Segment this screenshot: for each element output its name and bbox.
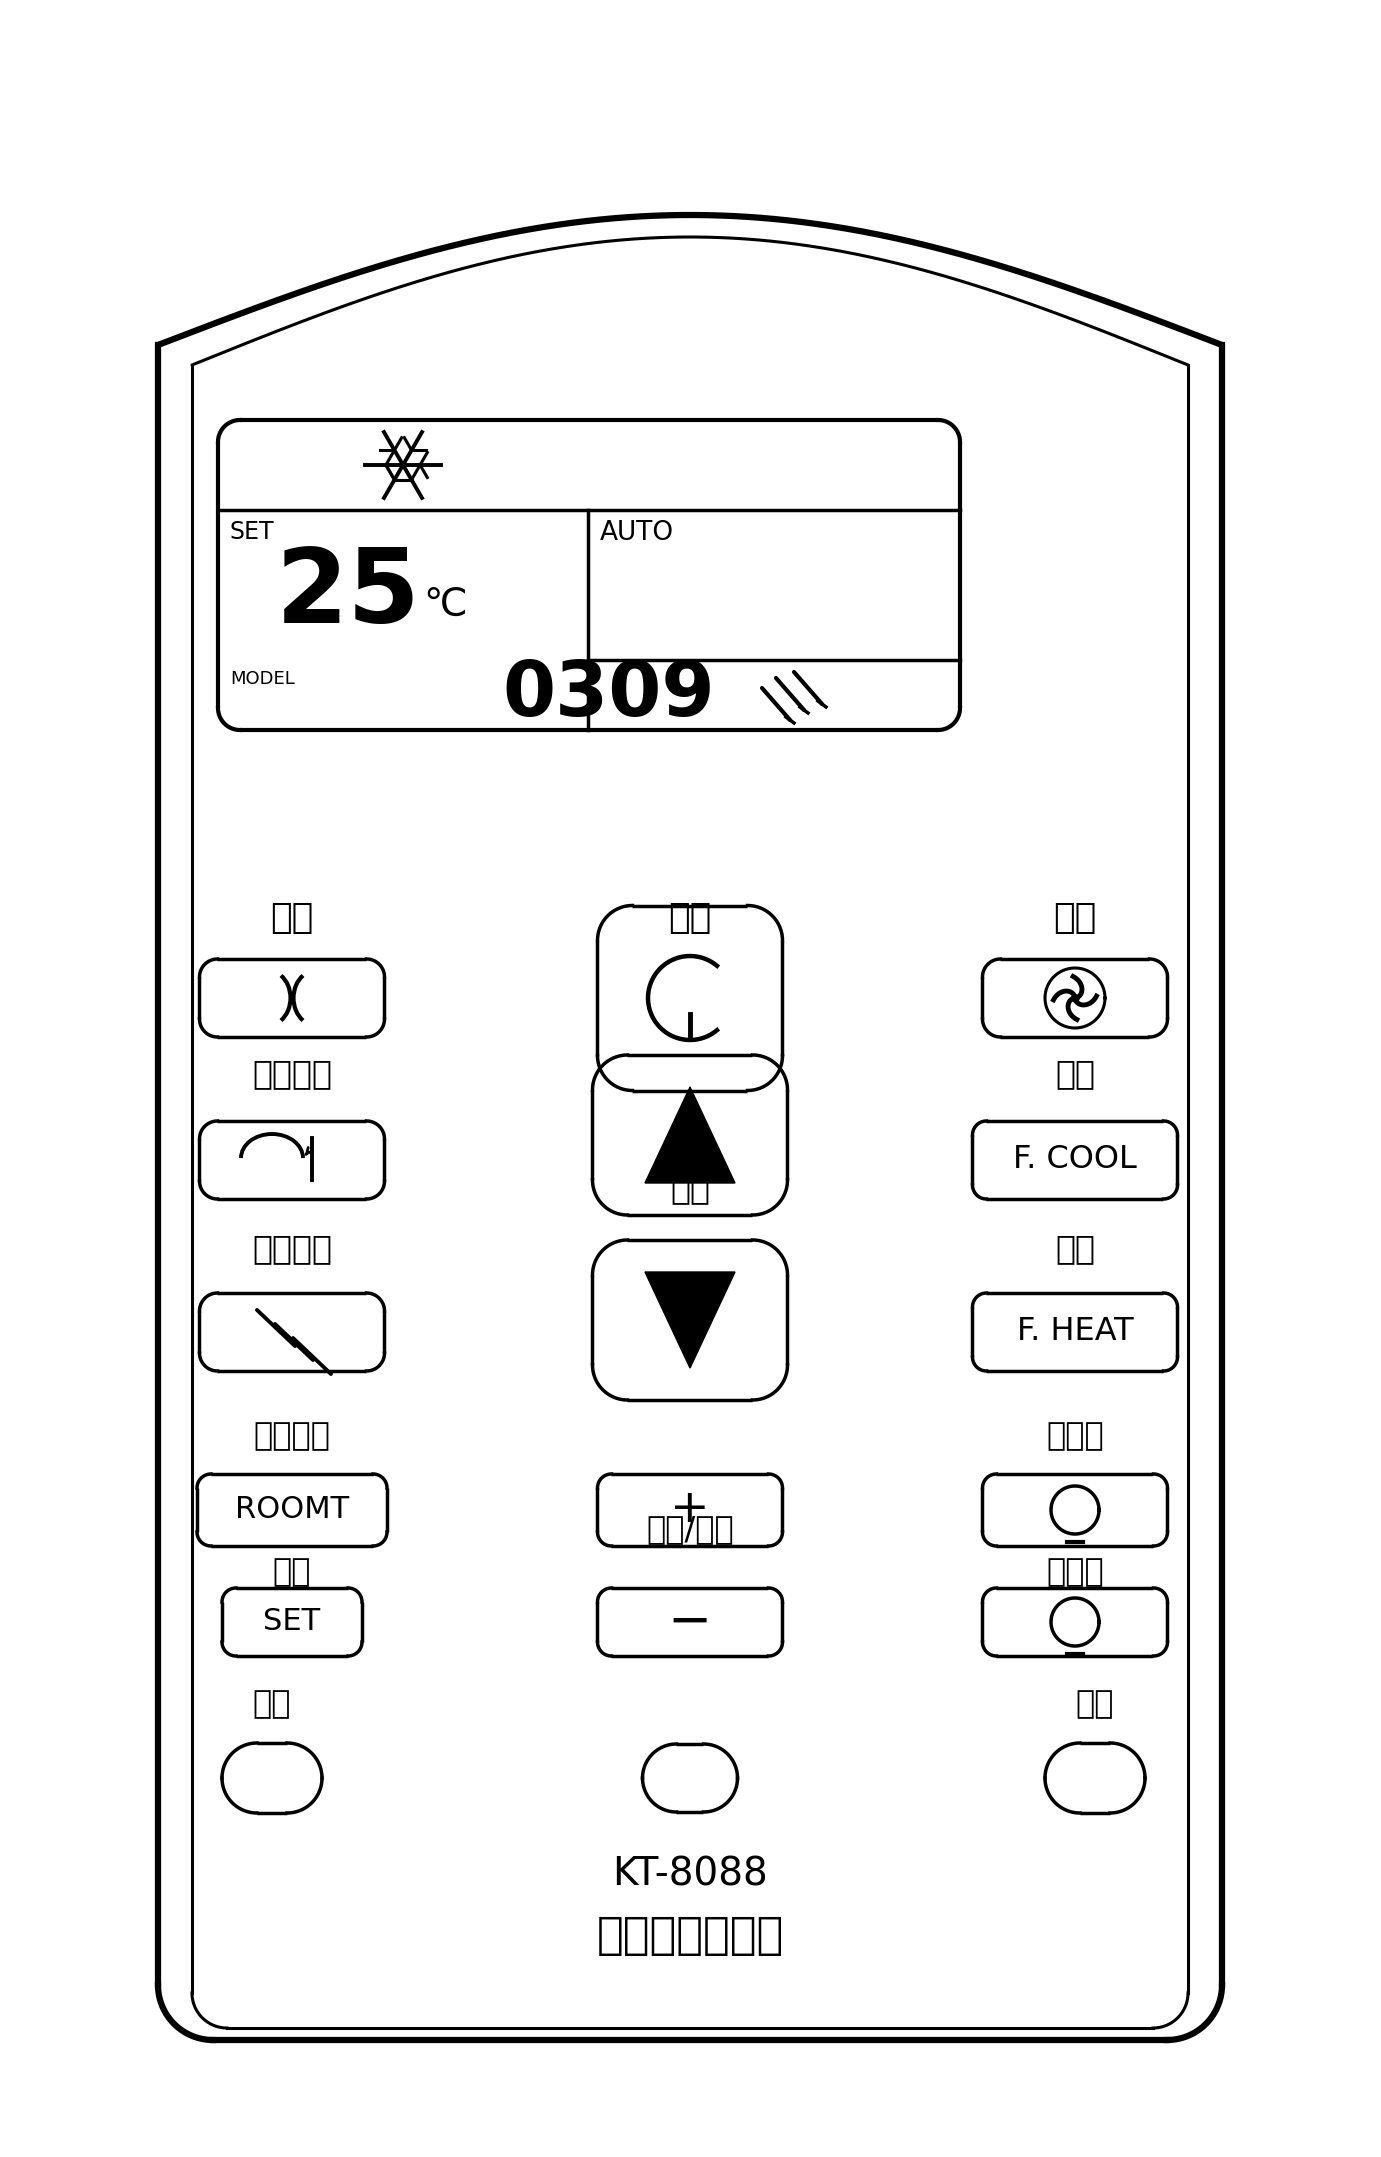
Text: F. HEAT: F. HEAT bbox=[1016, 1316, 1134, 1348]
Text: 0309: 0309 bbox=[503, 658, 715, 731]
Text: 时间/代码: 时间/代码 bbox=[646, 1514, 733, 1544]
Polygon shape bbox=[645, 1273, 735, 1368]
Text: 模式: 模式 bbox=[271, 902, 313, 934]
Text: 25: 25 bbox=[276, 544, 420, 645]
Text: 手动风向: 手动风向 bbox=[251, 1232, 331, 1264]
Text: +: + bbox=[670, 1488, 710, 1531]
Text: F. COOL: F. COOL bbox=[1014, 1145, 1137, 1176]
Text: 万能空调遥控器: 万能空调遥控器 bbox=[597, 1913, 783, 1956]
Text: AUTO: AUTO bbox=[599, 520, 674, 546]
Text: 自动风向: 自动风向 bbox=[251, 1057, 331, 1089]
Text: MODEL: MODEL bbox=[231, 671, 294, 688]
Text: 温度: 温度 bbox=[670, 1171, 710, 1206]
Text: 室温显示: 室温显示 bbox=[254, 1421, 330, 1452]
Text: 快热: 快热 bbox=[1055, 1232, 1095, 1264]
Text: 定时开: 定时开 bbox=[1047, 1421, 1103, 1452]
Text: 时间: 时间 bbox=[1076, 1689, 1114, 1719]
Text: KT-8088: KT-8088 bbox=[612, 1855, 768, 1894]
Text: ROOMT: ROOMT bbox=[235, 1495, 349, 1525]
Text: −: − bbox=[668, 1596, 713, 1648]
Text: SET: SET bbox=[264, 1607, 320, 1637]
Text: 定时关: 定时关 bbox=[1047, 1557, 1103, 1588]
Text: ℃: ℃ bbox=[423, 587, 467, 623]
Text: SET: SET bbox=[231, 520, 275, 544]
Text: 风量: 风量 bbox=[1054, 902, 1097, 934]
Polygon shape bbox=[645, 1087, 735, 1182]
Text: 电源: 电源 bbox=[668, 902, 711, 934]
Text: 快冷: 快冷 bbox=[1055, 1057, 1095, 1089]
Text: 设置: 设置 bbox=[273, 1557, 311, 1588]
Text: 确认: 确认 bbox=[253, 1689, 291, 1719]
